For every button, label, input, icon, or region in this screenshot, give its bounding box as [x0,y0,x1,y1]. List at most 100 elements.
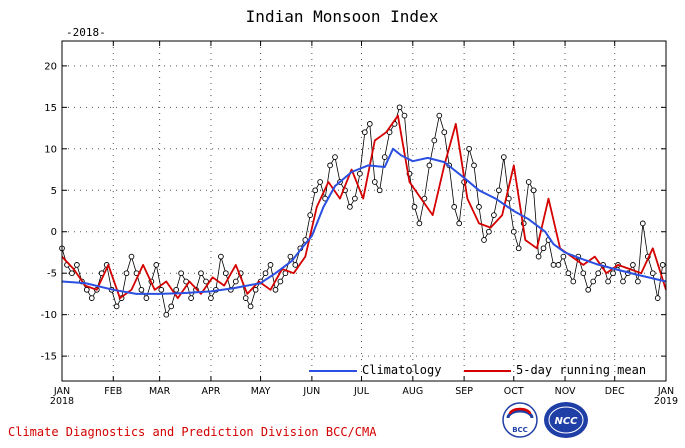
daily-index-point [292,262,299,268]
daily-index-point [510,228,517,235]
x-month-label: JUN [302,386,320,397]
daily-index-point [515,245,522,252]
y-tick-label: 10 [44,144,57,155]
y-tick-label: -10 [41,310,57,321]
daily-index-point [347,204,353,210]
daily-index-point [595,270,602,277]
daily-index-point [436,112,443,119]
daily-index-point [208,295,214,301]
daily-index-point [639,220,646,227]
daily-index-point [580,270,587,277]
daily-index-point [426,162,433,169]
daily-index-point [590,278,597,285]
y-tick-label: 0 [51,227,57,238]
footer-credit: Climate Diagnostics and Prediction Divis… [8,425,377,439]
daily-index-point [88,295,95,301]
daily-index-point [401,112,408,119]
daily-index-point [371,179,378,185]
daily-index-point [252,286,259,293]
daily-index-point [74,262,80,268]
daily-index-point [649,270,656,277]
x-month-label: JAN [657,386,674,397]
daily-index-point [565,270,572,277]
daily-index-point [203,278,209,285]
chart-title: Indian Monsoon Index [246,7,439,26]
daily-index-point [178,270,184,277]
climatology-line [61,147,667,295]
series-layer [59,104,667,318]
daily-index-point [630,262,636,268]
x-month-label: JUL [353,386,370,397]
y-tick-label: 20 [44,61,57,72]
daily-index-point [481,237,487,243]
daily-index-point [262,270,269,277]
daily-index-point [396,104,403,111]
ncc-logo-text: NCC [554,416,578,427]
x-month-label: MAR [149,386,171,397]
daily-index-point [143,295,150,301]
daily-index-point [123,270,130,277]
daily-index-point [352,195,358,202]
daily-index-point [168,303,175,310]
daily-index-point [381,154,388,160]
grid-layer [62,41,666,381]
x-month-label: JAN [53,386,70,397]
daily-index-point [307,212,314,218]
daily-index-point [163,311,170,318]
y-tick-label: -15 [41,352,57,363]
daily-index-point [153,262,160,268]
daily-index-point [491,212,497,218]
daily-index-point [277,278,284,285]
daily-index-point [610,270,616,277]
daily-index-point [287,253,294,260]
daily-index-point [550,262,557,268]
axis-layer: -15 -10 -5 0 5 10 15 20 JAN FEB MAR APR MAY JUN JUL AUG… [41,41,678,407]
daily-index-point [585,286,592,293]
daily-index-point [635,278,641,285]
x-month-label: DEC [605,386,625,397]
daily-index-point [476,204,482,210]
daily-index-point [620,278,626,285]
daily-index-point [451,204,458,210]
x-year-label: 2019 [654,396,678,407]
x-month-label: AUG [402,386,423,397]
daily-index-point [605,278,611,285]
daily-index-point [312,187,319,194]
y-tick-label: 5 [51,186,57,197]
x-month-label: FEB [104,386,122,397]
x-month-label: NOV [555,386,576,397]
daily-index-point [466,145,472,152]
daily-index-point [416,220,423,227]
daily-index-point [659,262,666,268]
daily-index-point [138,286,145,293]
daily-index-point [570,278,577,285]
daily-index-point [113,303,120,310]
daily-index-point [471,162,477,169]
x-year-label: 2018 [50,396,74,407]
ncc-logo: NCC [544,402,588,438]
x-month-label: APR [202,386,221,397]
daily-index-point [83,286,90,293]
daily-index-point [411,204,418,210]
daily-index-point [555,262,562,268]
daily-index-point [366,121,373,127]
daily-index-point [376,187,383,194]
y-tick-label: 15 [44,103,57,114]
legend: Climatology 5-day running mean [309,363,646,377]
legend-running-mean-label: 5-day running mean [516,363,646,377]
daily-index-point [317,179,323,185]
plot-frame [61,40,667,382]
daily-index-point [218,253,224,260]
chart-subtitle: -2018- [66,26,106,39]
daily-index-point [540,245,547,252]
daily-index-point [535,253,542,260]
daily-index-point [232,278,239,285]
y-tick-label: -5 [47,269,57,280]
daily-index-point [654,295,661,301]
daily-index-point [327,162,333,169]
daily-index-point [173,286,180,293]
daily-index-point [431,137,438,144]
x-month-label: MAY [251,386,271,397]
daily-index-point [525,179,532,185]
